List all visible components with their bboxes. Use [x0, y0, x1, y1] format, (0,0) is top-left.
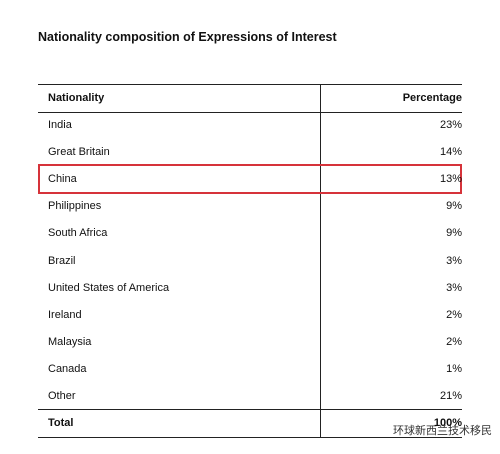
nationality-cell: Ireland [48, 308, 82, 321]
nationality-cell: South Africa [48, 227, 108, 240]
nationality-cell: Other [48, 390, 76, 402]
total-label: Total [48, 417, 74, 429]
percentage-cell: 1% [446, 362, 462, 375]
percentage-cell: 2% [446, 335, 462, 348]
nationality-cell: Malaysia [48, 335, 92, 348]
nationality-cell: United States of America [48, 281, 170, 294]
percentage-cell: 13% [439, 173, 462, 186]
title: Nationality composition of Expressions o… [38, 30, 337, 44]
table-bottom-border [38, 437, 462, 438]
header-cell: Percentage [402, 92, 462, 104]
percentage-cell: 3% [446, 281, 462, 294]
percentage-cell: 14% [439, 146, 462, 159]
total-value: 100% [433, 417, 462, 429]
percentage-cell: 2% [446, 308, 462, 321]
percentage-cell: 23% [439, 119, 462, 131]
nationality-cell: Brazil [48, 254, 76, 267]
nationality-cell: Great Britain [48, 146, 110, 159]
column-divider [320, 84, 321, 437]
header-cell: Nationality [48, 92, 105, 104]
caption: 环球新西兰技术移民 [393, 425, 492, 437]
nationality-cell: India [48, 119, 72, 131]
table-top-border [38, 84, 462, 85]
percentage-cell: 3% [446, 254, 462, 267]
percentage-cell: 21% [439, 390, 462, 402]
total-rule [38, 409, 462, 410]
nationality-cell: Canada [48, 362, 87, 375]
nationality-cell: Philippines [48, 200, 102, 213]
nationality-cell: China [48, 173, 77, 186]
percentage-cell: 9% [446, 200, 462, 213]
highlight-box [38, 164, 462, 194]
percentage-cell: 9% [446, 227, 462, 240]
header-rule [38, 112, 462, 113]
